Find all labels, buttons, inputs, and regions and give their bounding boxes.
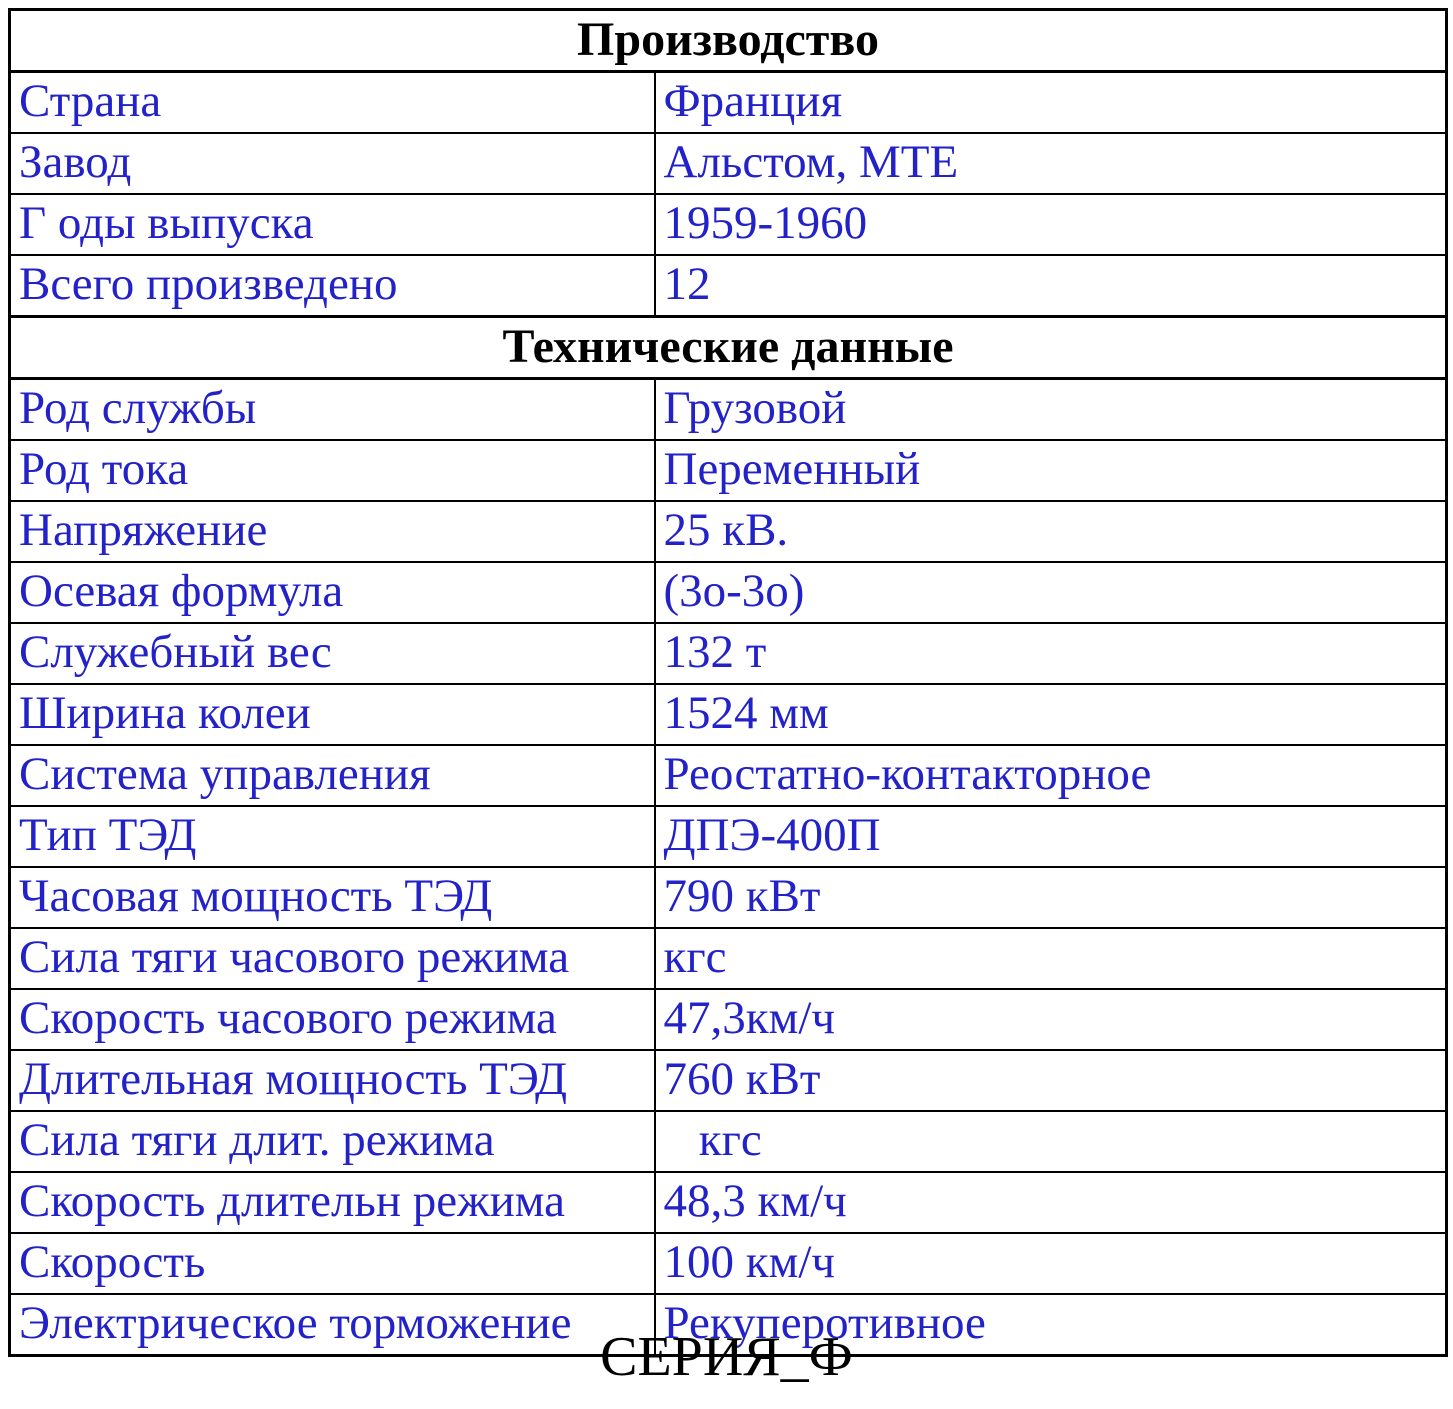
row-value: 132 т (653, 622, 1448, 685)
table-row: Всего произведено 12 (8, 254, 1448, 318)
table-row: Скорость часового режима 47,3км/ч (8, 988, 1448, 1051)
spec-table-body: Производство Страна Франция Завод Альстом, М… (8, 8, 1448, 1357)
section-header-row: Технические данные (8, 315, 1448, 380)
table-row: Часовая мощность ТЭД 790 кВт (8, 866, 1448, 929)
section-header: Технические данные (8, 315, 1448, 380)
row-label: Длительная мощность ТЭД (8, 1049, 656, 1112)
row-label: Скорость (8, 1232, 656, 1295)
row-label: Часовая мощность ТЭД (8, 866, 656, 929)
section-header: Производство (8, 8, 1448, 73)
row-value: 760 кВт (653, 1049, 1448, 1112)
row-label: Сила тяги длит. режима (8, 1110, 656, 1173)
table-row: Страна Франция (8, 70, 1448, 134)
row-value: 790 кВт (653, 866, 1448, 929)
row-value: 48,3 км/ч (653, 1171, 1448, 1234)
row-label: Сила тяги часового режима (8, 927, 656, 990)
row-value: ДПЭ-400П (653, 805, 1448, 868)
row-label: Осевая формула (8, 561, 656, 624)
row-value: Альстом, МТЕ (653, 132, 1448, 195)
row-value: 12 (653, 254, 1448, 318)
row-label: Завод (8, 132, 656, 195)
row-value: кгс (653, 927, 1448, 990)
table-row: Электрическое торможение Рекуперотивное (8, 1293, 1448, 1357)
row-label: Система управления (8, 744, 656, 807)
row-label: Электрическое торможение (8, 1293, 656, 1357)
table-row: Служебный вес 132 т (8, 622, 1448, 685)
row-value: 25 кВ. (653, 500, 1448, 563)
row-value: (3о-3о) (653, 561, 1448, 624)
row-label: Род службы (8, 377, 656, 441)
row-value: Переменный (653, 439, 1448, 502)
row-value: 100 км/ч (653, 1232, 1448, 1295)
table-row: Сила тяги часового режима кгс (8, 927, 1448, 990)
row-value: Грузовой (653, 377, 1448, 441)
table-row: Род службы Грузовой (8, 377, 1448, 441)
row-label: Скорость длительн режима (8, 1171, 656, 1234)
table-row: Длительная мощность ТЭД 760 кВт (8, 1049, 1448, 1112)
row-label: Ширина колеи (8, 683, 656, 746)
row-value: 47,3км/ч (653, 988, 1448, 1051)
row-label: Тип ТЭД (8, 805, 656, 868)
table-row: Завод Альстом, МТЕ (8, 132, 1448, 195)
table-row: Г оды выпуска 1959-1960 (8, 193, 1448, 256)
section-header-row: Производство (8, 8, 1448, 73)
row-value: Франция (653, 70, 1448, 134)
row-label: Всего произведено (8, 254, 656, 318)
table-row: Скорость 100 км/ч (8, 1232, 1448, 1295)
table-row: Род тока Переменный (8, 439, 1448, 502)
table-row: Осевая формула (3о-3о) (8, 561, 1448, 624)
row-value: Реостатно-контакторное (653, 744, 1448, 807)
row-label: Напряжение (8, 500, 656, 563)
row-label: Служебный вес (8, 622, 656, 685)
table-row: Ширина колеи 1524 мм (8, 683, 1448, 746)
row-value: 1524 мм (653, 683, 1448, 746)
row-label: Род тока (8, 439, 656, 502)
row-value: 1959-1960 (653, 193, 1448, 256)
row-value: Рекуперотивное (653, 1293, 1448, 1357)
table-row: Система управления Реостатно-контакторное (8, 744, 1448, 807)
table-row: Сила тяги длит. режима кгс (8, 1110, 1448, 1173)
table-row: Напряжение 25 кВ. (8, 500, 1448, 563)
series-caption: СЕРИЯ_Ф (600, 1326, 853, 1388)
row-value: кгс (653, 1110, 1448, 1173)
row-label: Г оды выпуска (8, 193, 656, 256)
spec-table: Производство Страна Франция Завод Альстом, М… (8, 8, 1449, 1357)
row-label: Страна (8, 70, 656, 134)
table-row: Тип ТЭД ДПЭ-400П (8, 805, 1448, 868)
table-row: Скорость длительн режима 48,3 км/ч (8, 1171, 1448, 1234)
row-label: Скорость часового режима (8, 988, 656, 1051)
